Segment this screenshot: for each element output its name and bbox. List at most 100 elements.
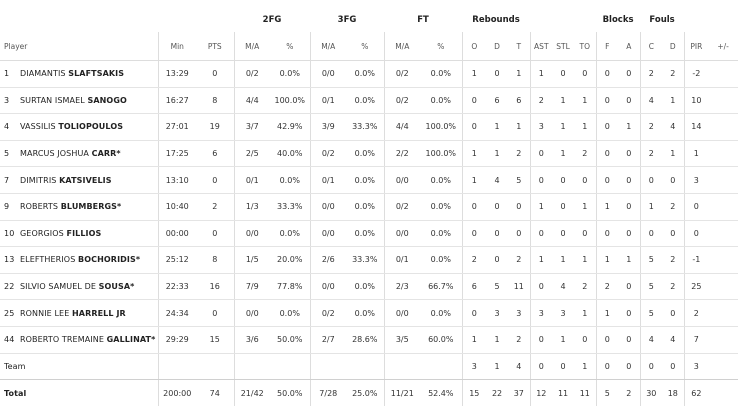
player-last-name: HARRELL JR	[72, 308, 126, 318]
player-first-name: ROBERTO TREMAINE	[20, 335, 104, 345]
stat-cell: 0/1	[383, 246, 421, 274]
column-header: AST	[529, 32, 553, 61]
player-row: 5 MARCUS JOSHUA CARR* 17:25 6 2/5 40.0% 0/2 0.0…	[0, 140, 738, 168]
stat-cell: 2	[639, 140, 663, 168]
stat-cell: 1	[529, 246, 553, 274]
stat-cell: 0	[595, 60, 619, 88]
player-name: 44 ROBERTO TREMAINE GALLINAT*	[0, 326, 158, 354]
stat-cell	[708, 326, 738, 354]
stat-cell: 0	[574, 166, 597, 194]
stat-cell: 0/0	[309, 193, 347, 221]
column-header: M/A	[233, 32, 270, 61]
boxscore-body: 1 DIAMANTIS SLAFTSAKIS 13:29 0 0/2 0.0% 0/0 0.0…	[0, 60, 738, 407]
player-row: 44 ROBERTO TREMAINE GALLINAT* 29:29 15 3/6 50…	[0, 326, 738, 354]
column-header: TO	[574, 32, 597, 61]
player-number: 7	[4, 175, 10, 185]
stat-cell: 20.0%	[270, 246, 311, 274]
stat-cell: -2	[683, 60, 709, 88]
column-header: D	[662, 32, 685, 61]
stat-cell: 0.0%	[420, 166, 463, 194]
stat-cell: 0/0	[309, 273, 347, 301]
stat-cell: 100.0%	[270, 87, 311, 115]
column-header: PIR	[683, 32, 709, 61]
stat-cell	[708, 113, 738, 141]
stat-cell	[196, 353, 234, 381]
player-row: 9 ROBERTS BLUMBERGS* 10:40 2 1/3 33.3% 0/0 0.0%…	[0, 193, 738, 221]
stat-cell: 7	[683, 326, 709, 354]
stat-cell: 3	[486, 299, 509, 327]
stat-cell: 3	[683, 353, 709, 381]
stat-cell: 0/2	[383, 87, 421, 115]
stat-cell: 5	[639, 299, 663, 327]
stat-cell: 25:12	[157, 246, 196, 274]
stat-cell: 0/1	[309, 87, 347, 115]
stat-cell: 2	[508, 326, 531, 354]
stat-cell	[708, 273, 738, 301]
player-row: 25 RONNIE LEE HARRELL JR 24:34 0 0/0 0.0% 0/2 0…	[0, 299, 738, 327]
stat-cell: 11	[508, 273, 531, 301]
stat-cell: 2/2	[383, 140, 421, 168]
player-number: 44	[4, 335, 15, 345]
stat-cell: 11	[579, 388, 590, 398]
group-header-row: 2FG 3FG FT Rebounds Blocks Fouls	[0, 8, 738, 32]
stat-cell	[708, 299, 738, 327]
team-row: Team 3 1 4 0 0 1 0 0 0 0 3	[0, 353, 738, 381]
stat-cell: 50.0%	[277, 388, 303, 398]
stat-cell: 14	[683, 113, 709, 141]
stat-cell: 18	[667, 388, 678, 398]
stat-cell: 8	[196, 246, 234, 274]
stat-cell: 2/6	[309, 246, 347, 274]
stat-cell: 0	[639, 353, 663, 381]
stat-cell: 0	[595, 326, 619, 354]
stat-cell: 2	[662, 193, 685, 221]
stat-cell: 0	[196, 60, 234, 88]
stat-cell: 2	[574, 273, 597, 301]
group-ft: FT	[417, 15, 429, 25]
stat-cell: 1	[662, 87, 685, 115]
player-name: 1 DIAMANTIS SLAFTSAKIS	[0, 60, 158, 88]
stat-cell: 4	[508, 353, 531, 381]
stat-cell: 0/0	[233, 299, 270, 327]
stat-cell: 0.0%	[270, 299, 311, 327]
stat-cell: -1	[683, 246, 709, 274]
group-3fg: 3FG	[337, 15, 357, 25]
stat-cell: 2	[683, 299, 709, 327]
stat-cell: 2	[662, 273, 685, 301]
stat-cell: 0	[529, 166, 553, 194]
stat-cell: 1	[529, 60, 553, 88]
stat-cell: 13:29	[157, 60, 196, 88]
stat-cell: 0	[662, 299, 685, 327]
stat-cell: 0	[529, 326, 553, 354]
stat-cell: 1	[552, 326, 575, 354]
player-last-name: SLAFTSAKIS	[68, 69, 125, 79]
player-number: 9	[4, 202, 10, 212]
stat-cell: 2	[595, 273, 619, 301]
player-last-name: SANOGO	[87, 95, 127, 105]
stat-cell: 2	[529, 87, 553, 115]
stat-cell: 0	[595, 113, 619, 141]
stat-cell	[708, 140, 738, 168]
stat-cell: 0.0%	[420, 246, 463, 274]
stat-cell: 0.0%	[270, 220, 311, 248]
stat-cell: 0/0	[383, 220, 421, 248]
stat-cell: 1	[486, 140, 509, 168]
stat-cell	[708, 380, 738, 407]
player-last-name: SOUSA*	[98, 282, 135, 292]
stat-cell: 0	[595, 87, 619, 115]
stat-cell: 3	[552, 299, 575, 327]
column-header: F	[595, 32, 619, 61]
stat-cell: 2	[662, 60, 685, 88]
stat-cell	[708, 87, 738, 115]
player-row: 10 GEORGIOS FILLIOS 00:00 0 0/0 0.0% 0/0 0.0% 0/…	[0, 220, 738, 248]
stat-cell: 42.9%	[270, 113, 311, 141]
stat-cell: 0/1	[233, 166, 270, 194]
stat-cell: 0/2	[383, 193, 421, 221]
stat-cell: 0	[683, 220, 709, 248]
player-number: 5	[4, 149, 10, 159]
stat-cell: 66.7%	[420, 273, 463, 301]
stat-cell: 8	[196, 87, 234, 115]
stat-cell: 0.0%	[420, 87, 463, 115]
stat-cell: 1	[529, 193, 553, 221]
stat-cell: 3	[461, 353, 487, 381]
group-rebounds: Rebounds	[472, 15, 520, 25]
